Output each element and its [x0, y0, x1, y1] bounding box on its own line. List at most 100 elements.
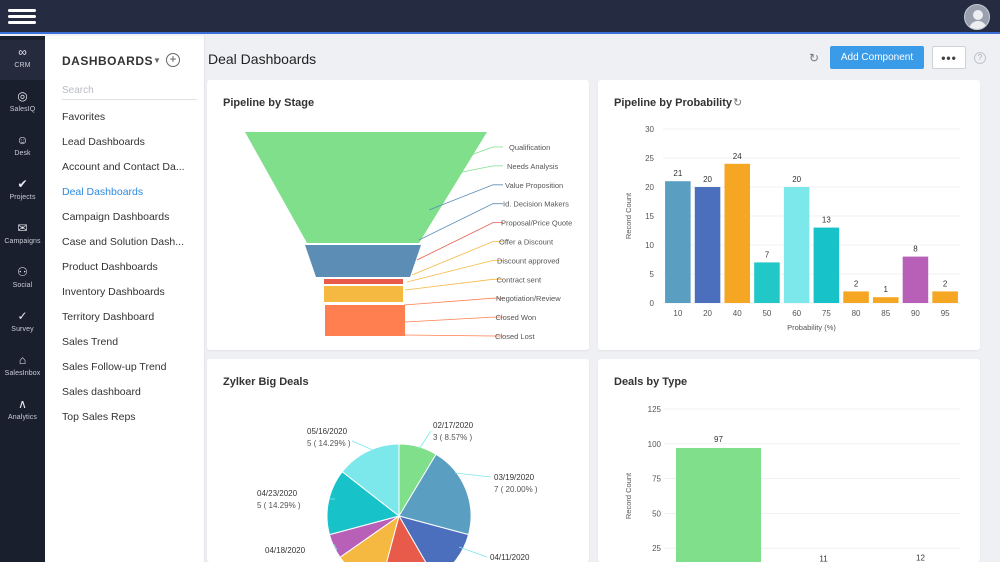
refresh-icon[interactable]: ↻: [733, 97, 743, 109]
nav-item[interactable]: Product Dashboards: [62, 261, 158, 273]
rail-item-desk[interactable]: ☺ Desk: [0, 128, 45, 168]
pie-value-label: 5 ( 14.29% ): [257, 501, 301, 510]
nav-item[interactable]: Lead Dashboards: [62, 136, 145, 148]
funnel-stage-label: Qualification: [509, 143, 550, 152]
funnel-segment[interactable]: [324, 279, 403, 284]
funnel-segment[interactable]: [245, 132, 487, 243]
funnel-stage-label: Closed Won: [496, 313, 537, 322]
nav-item[interactable]: Territory Dashboard: [62, 311, 155, 323]
bar-value-label: 2: [854, 279, 859, 288]
pie-leader-line: [333, 543, 338, 551]
nav-item[interactable]: Campaign Dashboards: [62, 211, 170, 223]
projects-icon: ✔: [17, 177, 28, 191]
y-tick-label: 20: [645, 183, 654, 192]
x-tick-label: 85: [881, 309, 890, 318]
pie-date-label: 04/18/2020: [265, 546, 306, 555]
nav-item[interactable]: Sales Follow-up Trend: [62, 361, 167, 373]
bar[interactable]: [783, 187, 810, 303]
bar[interactable]: [932, 291, 958, 303]
funnel-stage-label: Id. Decision Makers: [503, 200, 569, 209]
bar-value-label: 11: [819, 555, 828, 562]
rail-item-salesinbox[interactable]: ⌂ SalesInbox: [0, 348, 45, 388]
bar[interactable]: [813, 227, 840, 303]
chevron-down-icon[interactable]: ▼: [153, 56, 161, 65]
pipeline-by-stage-card: Pipeline by Stage Qualification Needs Ana…: [207, 80, 589, 350]
pie-date-label: 04/23/2020: [257, 489, 298, 498]
card-title: Pipeline by Stage: [223, 97, 315, 109]
bar[interactable]: [754, 262, 780, 303]
rail-item-campaigns[interactable]: ✉ Campaigns: [0, 216, 45, 256]
nav-item[interactable]: Top Sales Reps: [62, 411, 136, 423]
bar[interactable]: [843, 291, 869, 303]
bar-value-label: 13: [822, 216, 831, 225]
bar[interactable]: [694, 187, 721, 303]
x-tick-label: 40: [733, 309, 742, 318]
funnel-segment[interactable]: [324, 286, 403, 302]
y-tick-label: 50: [652, 509, 661, 518]
rail-item-label: Campaigns: [4, 238, 41, 245]
nav-item[interactable]: Account and Contact Da...: [62, 161, 185, 173]
nav-item[interactable]: Sales dashboard: [62, 386, 141, 398]
dashboard-search-input[interactable]: [62, 82, 197, 100]
bar-value-label: 1: [884, 285, 889, 294]
hamburger-menu-icon[interactable]: [8, 6, 36, 28]
pie-chart: 02/17/2020 3 ( 8.57% ) 03/19/2020 7 ( 20.00…: [257, 421, 538, 562]
rail-item-label: CRM: [14, 62, 31, 69]
analytics-icon: ∧: [18, 397, 27, 411]
bar[interactable]: [676, 447, 761, 562]
nav-item[interactable]: Deal Dashboards: [62, 186, 144, 198]
card-title: Pipeline by Probability: [614, 97, 732, 109]
pie-leader-line: [454, 472, 492, 478]
bar[interactable]: [872, 297, 899, 303]
add-dashboard-icon[interactable]: +: [166, 53, 180, 67]
nav-item[interactable]: Case and Solution Dash...: [62, 236, 184, 248]
deals-by-type-card: Deals by Type 25 50 75 100 125 Record Count 97…: [598, 359, 980, 562]
refresh-icon[interactable]: ↻: [809, 51, 820, 65]
page-title: Deal Dashboards: [208, 51, 317, 67]
pie-value-label: 5 ( 14.29% ): [307, 439, 351, 448]
y-tick-label: 10: [645, 241, 654, 250]
pie-slice[interactable]: [398, 453, 472, 536]
pie-date-label: 04/11/2020: [490, 553, 530, 562]
campaigns-icon: ✉: [17, 221, 28, 235]
rail-item-social[interactable]: ⚇ Social: [0, 260, 45, 300]
pie-slice[interactable]: [326, 470, 401, 536]
y-tick-label: 15: [645, 212, 654, 221]
rail-item-label: Social: [12, 282, 33, 289]
x-axis-label: Probability (%): [787, 323, 836, 332]
help-icon[interactable]: ?: [974, 52, 986, 64]
rail-item-survey[interactable]: ✓ Survey: [0, 304, 45, 344]
add-component-button[interactable]: Add Component: [830, 46, 924, 69]
nav-title: DASHBOARDS: [62, 54, 154, 68]
x-tick-label: 95: [941, 309, 950, 318]
pie-slice[interactable]: [341, 443, 400, 518]
bar[interactable]: [902, 256, 929, 303]
funnel-leader-line: [406, 259, 503, 283]
funnel-leader-line: [456, 146, 503, 161]
funnel-segment[interactable]: [305, 245, 421, 277]
nav-item[interactable]: Sales Trend: [62, 336, 119, 348]
bar-value-label: 24: [733, 152, 742, 161]
rail-item-salesiq[interactable]: ◎ SalesIQ: [0, 84, 45, 124]
rail-item-crm[interactable]: ∞ CRM: [0, 40, 45, 80]
more-options-button[interactable]: •••: [932, 46, 966, 69]
pie-leader-line: [458, 546, 488, 558]
nav-item[interactable]: Inventory Dashboards: [62, 286, 165, 298]
funnel-stage-label: Negotiation/Review: [496, 294, 561, 303]
bar[interactable]: [665, 181, 691, 303]
y-tick-label: 75: [652, 475, 661, 484]
rail-item-analytics[interactable]: ∧ Analytics: [0, 392, 45, 432]
bar[interactable]: [724, 163, 751, 303]
funnel-segment[interactable]: [325, 305, 405, 336]
dashboards-nav-panel: DASHBOARDS ▼ + Favorites Lead Dashboards A…: [45, 36, 205, 562]
social-icon: ⚇: [17, 265, 28, 279]
app-rail: ∞ CRM ◎ SalesIQ ☺ Desk ✔ Projects ✉ Campaigns ⚇ Soc…: [0, 36, 45, 562]
pie-slice[interactable]: [397, 515, 470, 562]
nav-item[interactable]: Favorites: [62, 111, 106, 123]
pie-leader-line: [418, 430, 432, 450]
pie-value-label: 3 ( 8.57% ): [433, 433, 472, 442]
rail-item-projects[interactable]: ✔ Projects: [0, 172, 45, 212]
funnel-stage-label: Value Proposition: [505, 181, 563, 190]
x-tick-label: 60: [792, 309, 801, 318]
user-avatar[interactable]: [964, 4, 990, 30]
